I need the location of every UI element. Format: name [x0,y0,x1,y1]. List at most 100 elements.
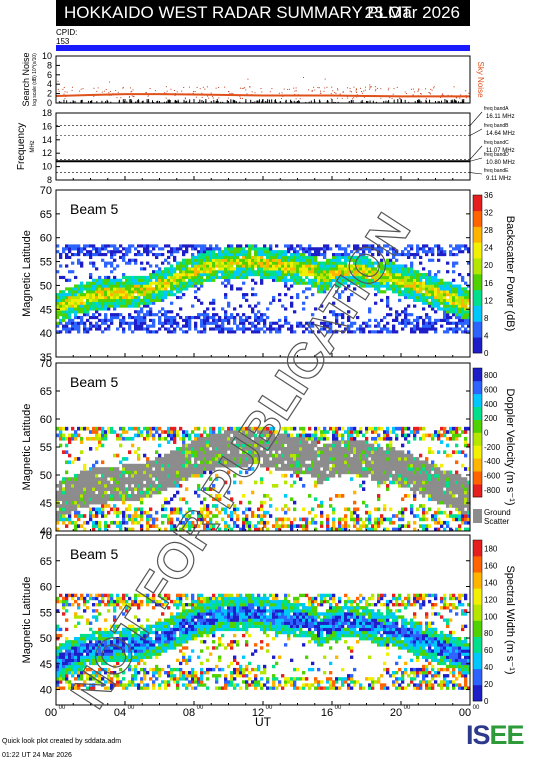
noise-dot [299,98,301,100]
freq-band-pointer [469,111,483,126]
freq-band-label: freq bandC [484,140,509,146]
freq-ytick-label: 16 [42,121,52,131]
backscatter-power-ylabel: Magnetic Latitude [21,230,33,317]
backscatter-power-colorbar-tick: 20 [484,261,493,270]
noise-ytick-label: 8 [47,60,52,70]
spectral-width-colorbar-swatch [473,684,482,702]
spectral-width-ytick-label: 55 [40,607,52,619]
doppler-velocity-colorbar-swatch [473,432,482,446]
doppler-velocity-ytick-label: 45 [40,498,52,510]
noise-dot [57,88,59,90]
doppler-velocity-colorbar-tick: -600 [484,472,501,481]
backscatter-power-colorbar-tick: 8 [484,314,489,323]
backscatter-power-colorbar-tick: 32 [484,209,493,218]
noise-dot [347,97,349,99]
noise-dot [370,86,372,88]
noise-dot [129,95,131,97]
footer-timestamp: 01:22 UT 24 Mar 2026 [2,752,72,759]
noise-dot [241,87,243,89]
backscatter-power-colorbar-swatch [473,242,482,259]
backscatter-power-ytick-label: 70 [40,185,52,197]
noise-dot [326,86,328,88]
doppler-velocity-colorbar-swatch [473,445,482,459]
freq-band-pointer [469,172,483,175]
x-tick-label: 12 [252,707,264,719]
spectral-width-colorbar-swatch [473,572,482,589]
noise-dot [71,89,73,91]
backscatter-power-beam-label: Beam 5 [70,201,118,217]
noise-dot [206,86,208,88]
noise-dot [246,93,248,95]
noise-dot [204,88,206,90]
noise-dot [131,90,133,92]
sky-noise-line [55,93,470,98]
spectral-width-colorbar-swatch [473,588,482,605]
noise-dot [420,93,422,95]
backscatter-power-colorbar-swatch [473,195,482,212]
doppler-velocity-colorbar-swatch [473,406,482,420]
backscatter-power-colorbar-swatch [473,321,482,338]
noise-dot [369,87,371,89]
noise-dot [374,90,376,92]
noise-dot [166,90,168,92]
noise-dot [71,86,73,88]
noise-dot [380,97,382,99]
noise-dot [442,93,444,95]
noise-dot [294,90,296,92]
noise-dot [341,97,343,99]
noise-dot [165,86,167,88]
noise-dot [320,90,322,92]
noise-dot [149,88,151,90]
noise-dot [247,78,249,80]
noise-dot [380,88,382,90]
spectral-width-colorbar-tick: 0 [484,697,489,706]
spectral-width-ytick-label: 65 [40,556,52,568]
x-tick-label-sup: 00 [404,705,411,711]
freq-ytick-label: 14 [42,135,52,145]
x-axis-label: UT [255,715,272,729]
doppler-velocity-colorbar-label: Doppler Velocity (m s⁻¹) [504,388,516,505]
noise-dot [324,78,326,80]
noise-dot [212,97,214,99]
noise-dot [269,91,271,93]
noise-ytick-label: 6 [47,70,52,80]
x-tick-label: 04 [114,707,126,719]
noise-dot [201,96,203,98]
noise-dot [295,98,297,100]
backscatter-power-ytick-label: 40 [40,328,52,340]
noise-dot [349,90,351,92]
freq-band-label: freq bandB [484,123,509,129]
backscatter-power-colorbar-frame [472,194,483,354]
noise-dot [417,90,419,92]
noise-dot [418,89,420,91]
doppler-velocity-colorbar-tick: 0 [484,429,489,438]
noise-dot [334,91,336,93]
noise-dot [63,87,65,89]
noise-ytick-label: 2 [47,89,52,99]
noise-dot [183,87,185,89]
spectral-width-ytick-label: 60 [40,582,52,594]
noise-dot [428,91,430,93]
noise-dot [363,96,365,98]
noise-dot [320,92,322,94]
noise-dot [170,88,172,90]
noise-dot [174,94,176,96]
doppler-velocity-ytick-label: 50 [40,470,52,482]
plot-title: HOKKAIDO WEST RADAR SUMMARY PLOT [64,3,412,22]
x-tick-label-sup: 00 [59,705,66,711]
noise-dot [164,92,166,94]
backscatter-power-pixels [56,244,471,334]
spectral-width-colorbar-tick: 180 [484,544,498,553]
doppler-velocity-colorbar-swatch [473,419,482,433]
backscatter-power-colorbar-swatch [473,226,482,243]
noise-dot [424,88,426,90]
noise-dot [122,87,124,89]
spectral-width-colorbar-frame [472,539,483,702]
noise-dot [396,86,398,88]
doppler-velocity-colorbar-swatch [473,484,482,498]
noise-dot [108,92,110,94]
noise-dot [453,86,455,88]
doppler-velocity-colorbar-tick: 400 [484,400,498,409]
noise-dot [249,86,251,88]
